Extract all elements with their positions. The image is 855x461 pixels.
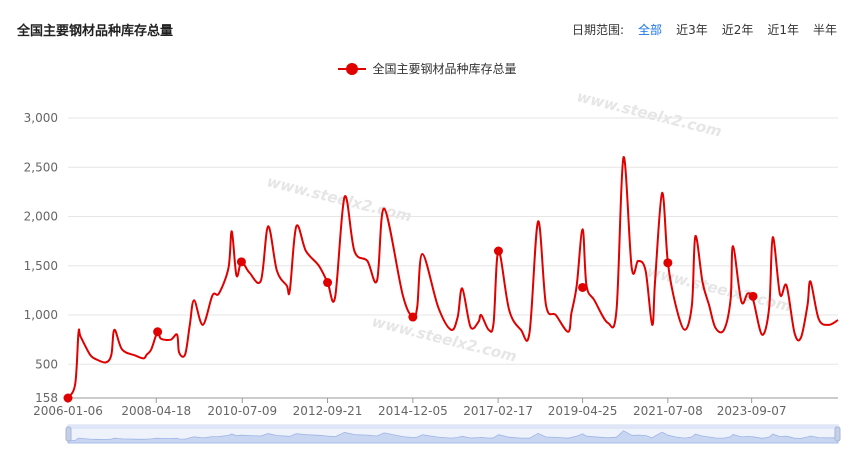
data-point-marker [236, 257, 246, 267]
zoom-preview-area [67, 430, 839, 444]
zoom-slider[interactable] [65, 424, 841, 444]
x-axis: 2006-01-06 2008-04-18 2010-07-09 2012-09-21… [33, 397, 838, 418]
y-tick-label: 1,500 [24, 259, 58, 273]
date-range-selector: 日期范围: 全部 近3年 近2年 近1年 半年 [572, 21, 837, 38]
x-tick-label: 2006-01-06 [33, 404, 103, 418]
range-option-1y[interactable]: 近1年 [767, 23, 799, 37]
series-line-path [67, 156, 839, 399]
chart-legend[interactable]: 全国主要钢材品种库存总量 [0, 60, 855, 77]
legend-line-marker-icon [338, 62, 367, 75]
data-point-marker [493, 246, 503, 256]
series-markers [63, 246, 758, 403]
series-line [67, 156, 839, 399]
data-point-marker [578, 282, 588, 292]
range-option-all[interactable]: 全部 [638, 23, 663, 37]
data-point-marker [153, 327, 163, 337]
grid-lines [68, 117, 838, 365]
y-tick-label: 3,000 [24, 111, 58, 125]
x-tick-label: 2014-12-05 [378, 404, 448, 418]
x-tick-label: 2010-07-09 [207, 404, 277, 418]
chart-title: 全国主要钢材品种库存总量 [17, 24, 174, 39]
y-min-label: 158 [35, 391, 58, 405]
y-tick-label: 2,000 [24, 210, 58, 224]
data-point-marker [408, 312, 418, 322]
zoom-handle-left[interactable] [65, 426, 72, 442]
zoom-handle-right[interactable] [834, 426, 841, 442]
legend-label: 全国主要钢材品种库存总量 [372, 62, 517, 76]
y-tick-label: 1,000 [24, 308, 58, 322]
range-option-2y[interactable]: 近2年 [721, 23, 754, 37]
x-tick-label: 2019-04-25 [548, 404, 618, 418]
range-option-3y[interactable]: 近3年 [676, 23, 708, 37]
x-tick-label: 2023-09-07 [717, 404, 787, 418]
y-tick-label: 2,500 [24, 160, 58, 174]
zoom-top-bar [68, 425, 838, 429]
data-point-marker [748, 291, 758, 301]
data-point-marker [323, 278, 333, 288]
y-axis-labels: 3,000 2,500 2,000 1,500 1,000 500 158 [24, 111, 58, 405]
x-tick-label: 2021-07-08 [633, 404, 703, 418]
date-range-label: 日期范围: [572, 23, 625, 37]
x-tick-label: 2017-02-17 [463, 404, 533, 418]
range-option-6m[interactable]: 半年 [812, 23, 837, 37]
x-tick-label: 2008-04-18 [121, 404, 191, 418]
data-point-marker [63, 393, 73, 403]
data-point-marker [663, 258, 673, 268]
x-tick-label: 2012-09-21 [293, 404, 363, 418]
y-tick-label: 500 [35, 357, 58, 371]
